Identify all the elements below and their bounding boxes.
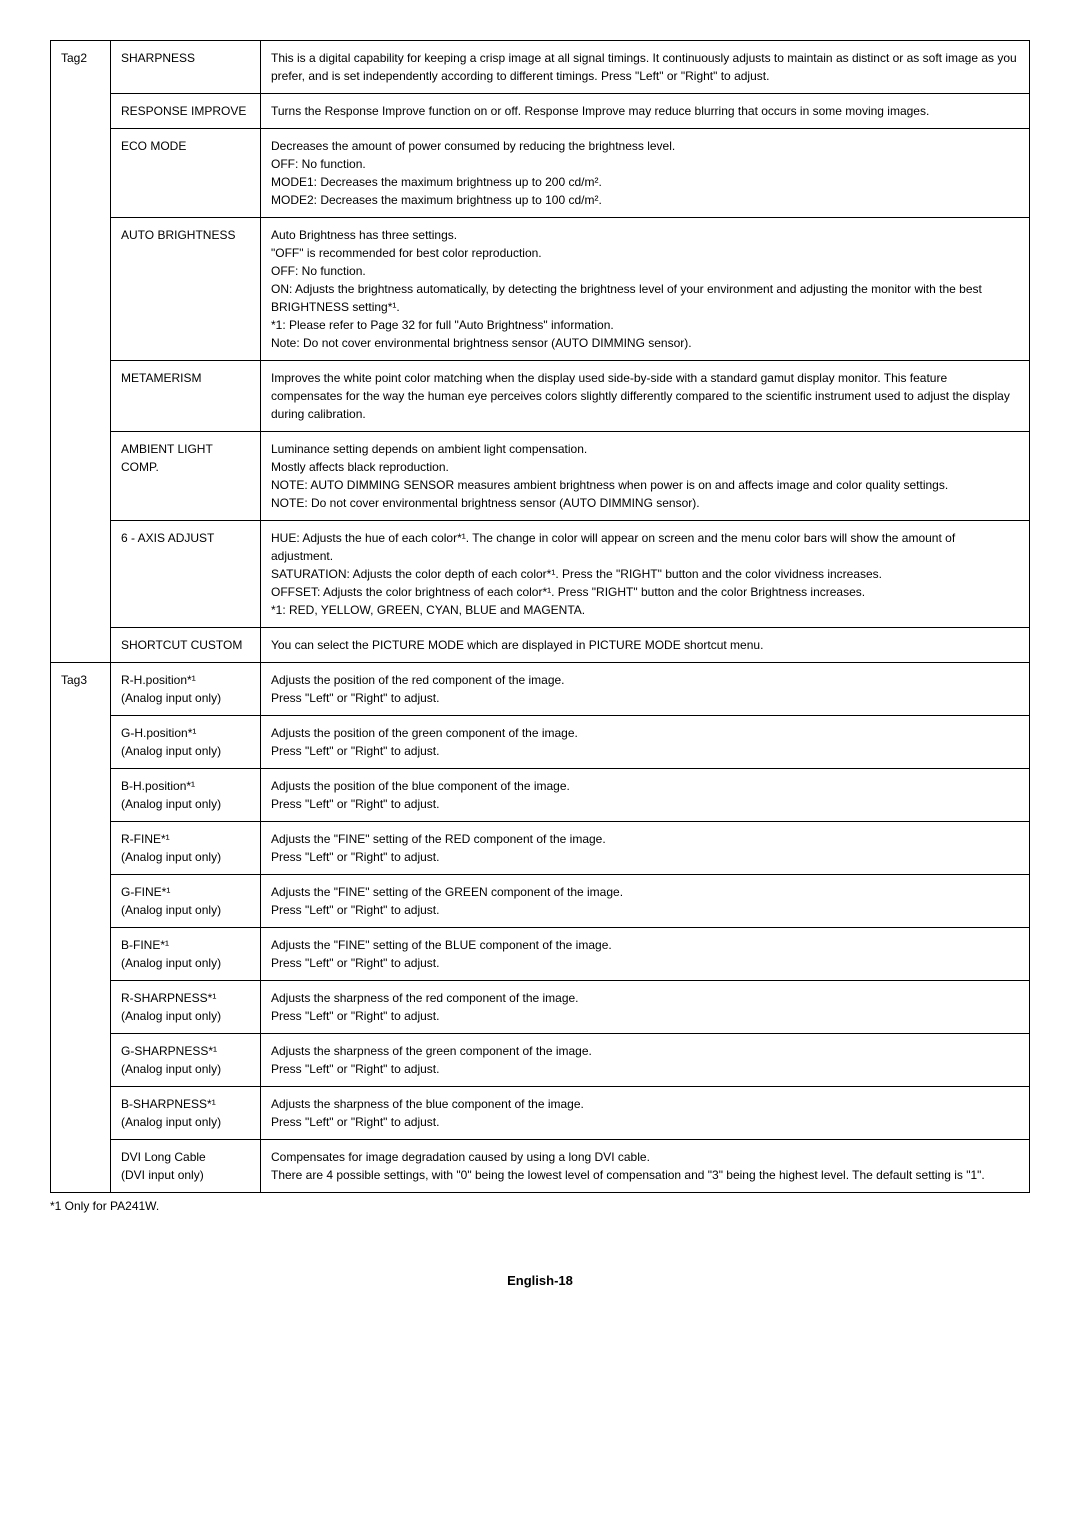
setting-label: 6 - AXIS ADJUST [111,521,261,628]
setting-label: G-SHARPNESS*¹ (Analog input only) [111,1034,261,1087]
setting-description: Adjusts the sharpness of the red compone… [261,981,1030,1034]
table-row: G-FINE*¹ (Analog input only)Adjusts the … [51,875,1030,928]
setting-label: R-FINE*¹ (Analog input only) [111,822,261,875]
table-row: G-SHARPNESS*¹ (Analog input only)Adjusts… [51,1034,1030,1087]
setting-description: Adjusts the position of the red componen… [261,663,1030,716]
setting-label: AUTO BRIGHTNESS [111,218,261,361]
setting-label: DVI Long Cable (DVI input only) [111,1140,261,1193]
setting-description: Luminance setting depends on ambient lig… [261,432,1030,521]
page-footer: English-18 [50,1273,1030,1288]
setting-description: This is a digital capability for keeping… [261,41,1030,94]
setting-label: G-FINE*¹ (Analog input only) [111,875,261,928]
setting-description: You can select the PICTURE MODE which ar… [261,628,1030,663]
setting-description: Compensates for image degradation caused… [261,1140,1030,1193]
table-row: SHORTCUT CUSTOMYou can select the PICTUR… [51,628,1030,663]
table-row: G-H.position*¹ (Analog input only)Adjust… [51,716,1030,769]
table-row: B-SHARPNESS*¹ (Analog input only)Adjusts… [51,1087,1030,1140]
setting-label: SHARPNESS [111,41,261,94]
setting-label: R-SHARPNESS*¹ (Analog input only) [111,981,261,1034]
group-tag: Tag2 [51,41,111,663]
setting-label: B-SHARPNESS*¹ (Analog input only) [111,1087,261,1140]
setting-label: AMBIENT LIGHT COMP. [111,432,261,521]
table-row: RESPONSE IMPROVETurns the Response Impro… [51,94,1030,129]
table-row: B-FINE*¹ (Analog input only)Adjusts the … [51,928,1030,981]
setting-description: Adjusts the "FINE" setting of the GREEN … [261,875,1030,928]
setting-label: METAMERISM [111,361,261,432]
table-row: METAMERISMImproves the white point color… [51,361,1030,432]
setting-description: Decreases the amount of power consumed b… [261,129,1030,218]
setting-label: ECO MODE [111,129,261,218]
table-row: DVI Long Cable (DVI input only)Compensat… [51,1140,1030,1193]
setting-label: RESPONSE IMPROVE [111,94,261,129]
setting-description: Adjusts the sharpness of the green compo… [261,1034,1030,1087]
setting-description: HUE: Adjusts the hue of each color*¹. Th… [261,521,1030,628]
setting-description: Turns the Response Improve function on o… [261,94,1030,129]
setting-label: B-H.position*¹ (Analog input only) [111,769,261,822]
setting-description: Adjusts the position of the green compon… [261,716,1030,769]
setting-label: SHORTCUT CUSTOM [111,628,261,663]
setting-description: Adjusts the "FINE" setting of the BLUE c… [261,928,1030,981]
setting-label: G-H.position*¹ (Analog input only) [111,716,261,769]
table-row: Tag3R-H.position*¹ (Analog input only)Ad… [51,663,1030,716]
setting-label: B-FINE*¹ (Analog input only) [111,928,261,981]
settings-table: Tag2SHARPNESSThis is a digital capabilit… [50,40,1030,1193]
footnote: *1 Only for PA241W. [50,1199,1030,1213]
table-row: R-SHARPNESS*¹ (Analog input only)Adjusts… [51,981,1030,1034]
table-row: AMBIENT LIGHT COMP.Luminance setting dep… [51,432,1030,521]
table-row: R-FINE*¹ (Analog input only)Adjusts the … [51,822,1030,875]
table-row: AUTO BRIGHTNESSAuto Brightness has three… [51,218,1030,361]
group-tag: Tag3 [51,663,111,1193]
setting-description: Improves the white point color matching … [261,361,1030,432]
setting-description: Adjusts the sharpness of the blue compon… [261,1087,1030,1140]
table-row: ECO MODEDecreases the amount of power co… [51,129,1030,218]
setting-description: Adjusts the "FINE" setting of the RED co… [261,822,1030,875]
setting-description: Auto Brightness has three settings. "OFF… [261,218,1030,361]
table-row: B-H.position*¹ (Analog input only)Adjust… [51,769,1030,822]
table-row: Tag2SHARPNESSThis is a digital capabilit… [51,41,1030,94]
table-row: 6 - AXIS ADJUSTHUE: Adjusts the hue of e… [51,521,1030,628]
setting-description: Adjusts the position of the blue compone… [261,769,1030,822]
setting-label: R-H.position*¹ (Analog input only) [111,663,261,716]
